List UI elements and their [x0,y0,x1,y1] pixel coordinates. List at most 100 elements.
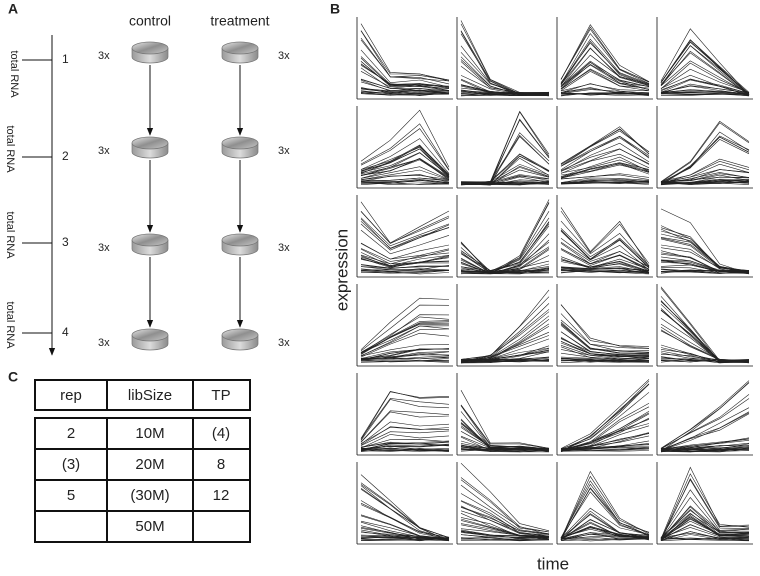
profile-line [460,405,550,450]
dish-top [221,328,259,342]
profile-line [560,331,650,356]
profile-line [560,483,650,538]
cluster-plot [456,284,553,367]
x-axis-label: time [537,554,569,573]
profile-line [560,323,650,355]
profile-line [360,410,450,443]
profile-line [660,270,750,273]
profile-line [660,513,750,541]
profile-line [560,83,650,92]
profile-line [460,248,550,274]
profile-line [560,249,650,272]
profile-line [460,79,550,96]
profile-line [560,383,650,453]
profile-line [560,470,650,540]
profile-line [560,510,650,541]
profile-line [560,137,650,167]
cluster-plot [456,373,553,456]
profile-line [660,89,750,95]
profile-line [360,65,450,89]
profile-line [360,79,450,91]
cluster-plot [556,17,653,100]
profile-line [560,425,650,452]
profile-line [560,89,650,95]
profile-line [560,148,650,172]
profile-line [660,398,750,449]
table-cell: 20M [135,456,164,473]
profile-line [660,227,750,274]
profile-line [560,128,650,165]
profile-line [360,325,450,353]
profile-line [360,166,450,180]
profile-line [560,507,650,539]
profile-line [660,381,750,449]
profile-line [360,439,450,448]
profile-line [460,479,550,533]
profile-line [660,489,750,539]
table-cell: 5 [67,487,75,504]
profile-line [360,138,450,174]
replicate-label: 3x [278,145,290,157]
profile-line [660,28,750,96]
profile-line [660,163,750,184]
culture-dish [131,233,169,256]
cluster-plot [456,17,553,100]
profile-line [360,221,450,249]
profile-line [360,426,450,444]
profile-line [560,491,650,538]
cluster-plot [356,462,453,545]
profile-line [360,229,450,255]
profile-line [560,383,650,450]
profile-line [360,328,450,356]
dish-top [131,233,169,247]
profile-line [660,50,750,96]
profile-line [660,356,750,363]
culture-dish [221,136,259,159]
profile-line [360,421,450,445]
profile-line [660,179,750,184]
profile-line [360,355,450,360]
culture-dish [131,41,169,64]
sample-label: total RNA [8,50,20,98]
profile-line [560,402,650,452]
profile-line [360,181,450,185]
profile-line [360,243,450,260]
profile-line [660,228,750,272]
profile-line [460,390,550,449]
profile-line [460,225,550,272]
profile-line [360,521,450,540]
profile-line [660,237,750,273]
replicate-label: 3x [98,145,110,157]
profile-line [360,320,450,355]
replicate-label: 3x [98,337,110,349]
profile-line [360,265,450,271]
profile-line [360,426,450,446]
profile-line [660,85,750,94]
profile-line [460,323,550,364]
cluster-plot [556,284,653,367]
profile-line [660,45,750,95]
profile-line [660,300,750,361]
profile-line [460,165,550,186]
profile-line [560,256,650,270]
profile-line [360,256,450,267]
cluster-plot [456,462,553,545]
cluster-plot [356,284,453,367]
cluster-plot [356,195,453,278]
profile-line [660,158,750,184]
profile-line [460,443,550,452]
profile-line [460,221,550,271]
profile-line [660,60,750,95]
profile-line [360,67,450,91]
profile-line [460,532,550,540]
profile-line [360,448,450,451]
profile-line [460,506,550,535]
table-header-cell: rep [60,387,82,404]
culture-dish [221,41,259,64]
profile-line [360,90,450,95]
profile-line [660,515,750,541]
profile-line [560,356,650,362]
profile-line [460,311,550,363]
profile-line [460,155,550,186]
